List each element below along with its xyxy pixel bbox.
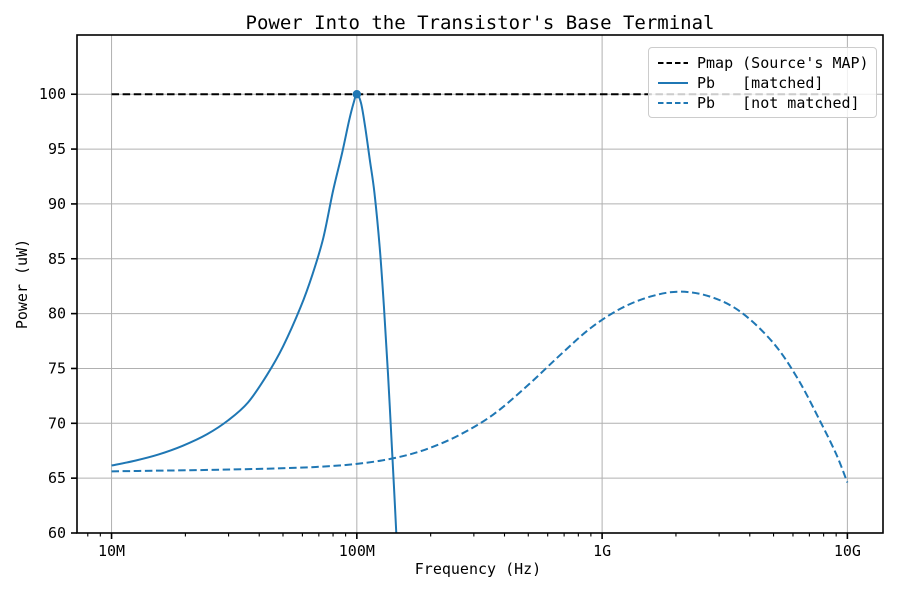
y-tick-label: 90	[48, 195, 66, 213]
chart-title: Power Into the Transistor's Base Termina…	[245, 12, 715, 34]
plot-border	[76, 34, 884, 534]
x-axis-label: Frequency (Hz)	[414, 560, 542, 578]
curve-pb-matched	[111, 93, 398, 533]
y-tick-label: 65	[48, 469, 66, 487]
legend-item-pb-not-matched: Pb [not matched]	[657, 93, 868, 113]
legend-label-pmap: Pmap (Source's MAP)	[697, 54, 869, 72]
legend-item-pb-matched: Pb [matched]	[657, 73, 868, 93]
x-tick-label: 10M	[98, 542, 125, 560]
pmap-dashed-line-icon	[658, 62, 688, 64]
y-tick-label: 95	[48, 140, 66, 158]
curves	[111, 90, 849, 533]
y-axis-label: Power (uW)	[13, 238, 31, 330]
legend-label-pb-matched: Pb [matched]	[697, 74, 824, 92]
axis-ticks	[71, 93, 849, 539]
y-tick-label: 100	[39, 85, 66, 103]
legend-label-pb-not-matched: Pb [not matched]	[697, 94, 860, 112]
legend-item-pmap: Pmap (Source's MAP)	[657, 53, 869, 73]
x-tick-label: 100M	[339, 542, 375, 560]
y-tick-label: 70	[48, 414, 66, 432]
y-tick-label: 60	[48, 524, 66, 542]
x-tick-label: 1G	[593, 542, 611, 560]
peak-marker	[352, 90, 362, 99]
x-tick-label: 10G	[834, 542, 861, 560]
pb-not-matched-dashed-line-icon	[658, 102, 688, 104]
y-tick-label: 80	[48, 305, 66, 323]
y-tick-label: 75	[48, 359, 66, 377]
curve-pb-not-matched	[111, 290, 849, 483]
gridlines	[77, 35, 883, 534]
pb-matched-solid-line-icon	[658, 82, 688, 84]
legend: Pmap (Source's MAP) Pb [matched] Pb [not…	[648, 47, 877, 118]
y-tick-label: 85	[48, 250, 66, 268]
tick-labels: 10M 100M 1G 10G 60 65 70 75 80 85 90 95 100	[39, 85, 861, 560]
